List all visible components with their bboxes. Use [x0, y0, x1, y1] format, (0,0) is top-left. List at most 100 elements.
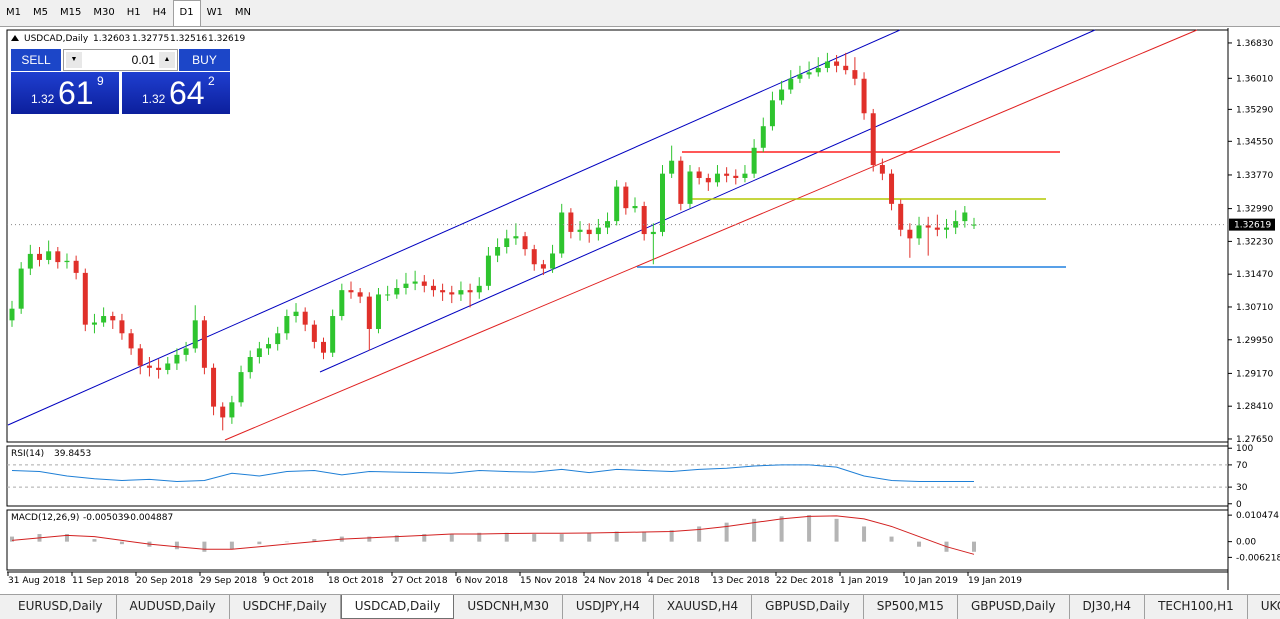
- candle-body: [101, 316, 107, 323]
- candle-body: [669, 160, 675, 174]
- macd-bar: [92, 539, 97, 542]
- chart-tab[interactable]: XAUUSD,H4: [654, 595, 753, 619]
- candle-body: [27, 253, 33, 269]
- bid-main: 61: [58, 75, 94, 111]
- high-value: 1.32775: [132, 34, 169, 44]
- candle-body: [357, 292, 363, 297]
- candle-body: [146, 365, 152, 368]
- timeframe-button[interactable]: M1: [6, 7, 21, 18]
- candle-body: [934, 227, 940, 230]
- macd-signal-value: -0.004887: [127, 513, 173, 523]
- chart-tab[interactable]: TECH100,H1: [1145, 595, 1248, 619]
- chart-tab[interactable]: USDJPY,H4: [563, 595, 654, 619]
- candle-body: [714, 173, 720, 183]
- y-tick-label: 1.27650: [1236, 435, 1273, 445]
- candle-body: [211, 367, 217, 407]
- y-tick-label: 1.35290: [1236, 105, 1273, 115]
- macd-bar: [257, 541, 262, 545]
- timeframe-button[interactable]: M15: [60, 7, 82, 18]
- y-tick-label: 1.34550: [1236, 137, 1273, 147]
- chart-tab[interactable]: USDCAD,Daily: [340, 595, 455, 619]
- timeframe-button[interactable]: MN: [234, 7, 251, 18]
- candle-body: [632, 206, 638, 209]
- candle-body: [614, 186, 620, 222]
- x-tick-label: 24 Nov 2018: [584, 576, 642, 586]
- candle-body: [962, 212, 968, 222]
- candle-body: [916, 225, 922, 239]
- x-tick-label: 31 Aug 2018: [8, 576, 66, 586]
- buy-button[interactable]: BUY: [179, 49, 230, 71]
- symbol-label: USDCAD,Daily: [24, 34, 89, 44]
- timeframe-button[interactable]: M30: [93, 7, 115, 18]
- candle-body: [119, 320, 125, 334]
- macd-main-value: -0.005039: [83, 513, 129, 523]
- timeframe-button[interactable]: D1: [172, 0, 201, 26]
- candle-body: [201, 320, 207, 368]
- candle-body: [870, 113, 876, 166]
- candle-body: [889, 173, 895, 204]
- macd-bar: [504, 532, 509, 542]
- chart-tab[interactable]: USDCHF,Daily: [230, 595, 341, 619]
- timeframe-button[interactable]: M5: [33, 7, 48, 18]
- sell-button[interactable]: SELL: [11, 49, 61, 71]
- candle-body: [971, 224, 977, 226]
- chart-tab[interactable]: SP500,M15: [864, 595, 958, 619]
- lot-value: 0.01: [131, 53, 155, 67]
- candle-body: [46, 251, 52, 260]
- candle-body: [128, 333, 134, 349]
- rsi-value: 39.8453: [54, 449, 91, 459]
- y-tick-label: 1.36830: [1236, 39, 1273, 49]
- candle-body: [238, 372, 244, 403]
- candle-body: [815, 67, 821, 73]
- chart-tab[interactable]: GBPUSD,Daily: [958, 595, 1070, 619]
- timeframe-button[interactable]: H1: [126, 7, 141, 18]
- x-tick-label: 22 Dec 2018: [776, 576, 834, 586]
- lot-input[interactable]: ▼ 0.01 ▲: [63, 49, 178, 71]
- candle-body: [687, 171, 693, 204]
- candle-body: [925, 225, 931, 228]
- chart-tabs: EURUSD,Daily AUDUSD,Daily USDCHF,Daily USDC…: [0, 594, 1280, 619]
- macd-bar: [10, 536, 14, 542]
- candle-body: [91, 322, 97, 325]
- chart-tab[interactable]: DJ30,H4: [1070, 595, 1146, 619]
- chart-tab[interactable]: EURUSD,Daily: [5, 595, 117, 619]
- close-value: 1.32619: [208, 34, 245, 44]
- macd-bar: [202, 541, 207, 552]
- ask-quote[interactable]: 1.32 64 2: [122, 72, 230, 114]
- candle-body: [64, 260, 70, 263]
- rsi-line: [11, 464, 974, 483]
- y-tick-label: 1.32990: [1236, 205, 1273, 215]
- chart-tab[interactable]: GBPUSD,Daily: [752, 595, 864, 619]
- bid-quote[interactable]: 1.32 61 9: [11, 72, 119, 114]
- candle-body: [330, 316, 336, 353]
- macd-bar: [284, 541, 289, 543]
- y-tick-label: 0: [1236, 500, 1242, 510]
- timeframe-button[interactable]: H4: [152, 7, 167, 18]
- price-tag-label: 1.32619: [1234, 221, 1271, 231]
- candle-body: [531, 249, 537, 265]
- one-click-trading: SELL ▼ 0.01 ▲ BUY 1.32 61 9 1.32 64 2: [11, 49, 230, 115]
- macd-bar: [229, 541, 234, 550]
- candle-body: [256, 348, 262, 358]
- candle-body: [907, 229, 913, 239]
- y-tick-label: 1.30710: [1236, 303, 1273, 313]
- macd-bar: [174, 541, 179, 550]
- candle-body: [513, 236, 519, 239]
- x-tick-label: 1 Jan 2019: [840, 576, 888, 586]
- x-tick-label: 4 Dec 2018: [648, 576, 700, 586]
- macd-bar: [614, 531, 619, 542]
- candle-body: [412, 281, 418, 284]
- candle-body: [834, 61, 840, 66]
- macd-bar: [367, 536, 372, 542]
- bid-big: 1.32: [31, 92, 55, 106]
- candle-body: [495, 247, 501, 256]
- timeframe-button[interactable]: W1: [206, 7, 223, 18]
- chart-tab[interactable]: UKOil,H1: [1248, 595, 1280, 619]
- chart-tab[interactable]: AUDUSD,Daily: [117, 595, 230, 619]
- candle-body: [284, 316, 290, 334]
- candle-body: [110, 316, 116, 321]
- candle-body: [659, 173, 665, 232]
- candle-body: [879, 165, 885, 174]
- chart-tab[interactable]: USDCNH,M30: [454, 595, 563, 619]
- macd-bar: [119, 541, 124, 545]
